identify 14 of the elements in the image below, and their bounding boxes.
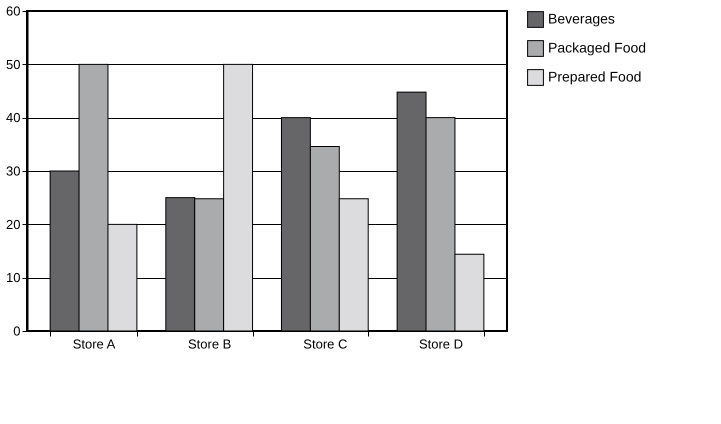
y-tick-label: 30 xyxy=(6,164,20,178)
y-tick-label: 60 xyxy=(6,4,20,18)
x-tick-label: Store D xyxy=(418,336,464,352)
x-tick-label: Store A xyxy=(72,336,116,352)
y-tick-label: 50 xyxy=(6,56,20,72)
legend-label: Prepared Food xyxy=(548,68,642,84)
legend-label: Packaged Food xyxy=(548,40,646,56)
y-tick-label: 20 xyxy=(6,216,20,232)
y-tick-label: 10 xyxy=(6,270,20,286)
x-tick-label: Store C xyxy=(303,336,348,352)
legend-label: Beverages xyxy=(548,10,615,26)
y-tick-label: 0 xyxy=(13,324,20,338)
x-tick-label: Store B xyxy=(188,336,232,352)
y-tick-label: 40 xyxy=(6,110,20,126)
